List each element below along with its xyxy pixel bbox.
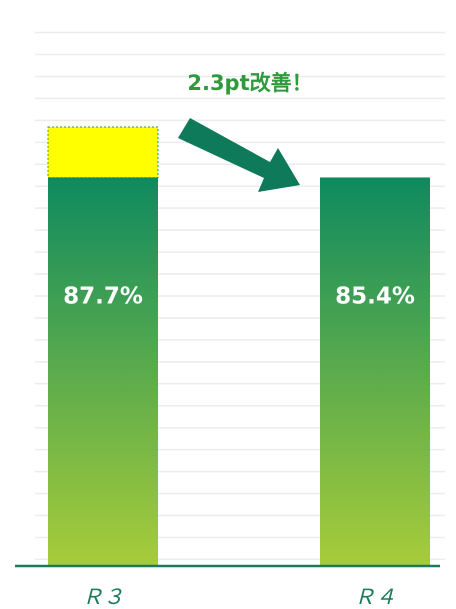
bar xyxy=(48,177,158,566)
arrow xyxy=(178,118,300,192)
value-label: 87.7% xyxy=(63,284,143,310)
x-tick-label: Ｒ４ xyxy=(354,585,396,609)
annotation: 2.3pt改善！ xyxy=(187,71,312,95)
bar xyxy=(320,177,430,566)
value-label: 85.4% xyxy=(335,284,415,310)
x-tick-label: Ｒ３ xyxy=(82,585,124,609)
bar-difference xyxy=(47,126,159,178)
